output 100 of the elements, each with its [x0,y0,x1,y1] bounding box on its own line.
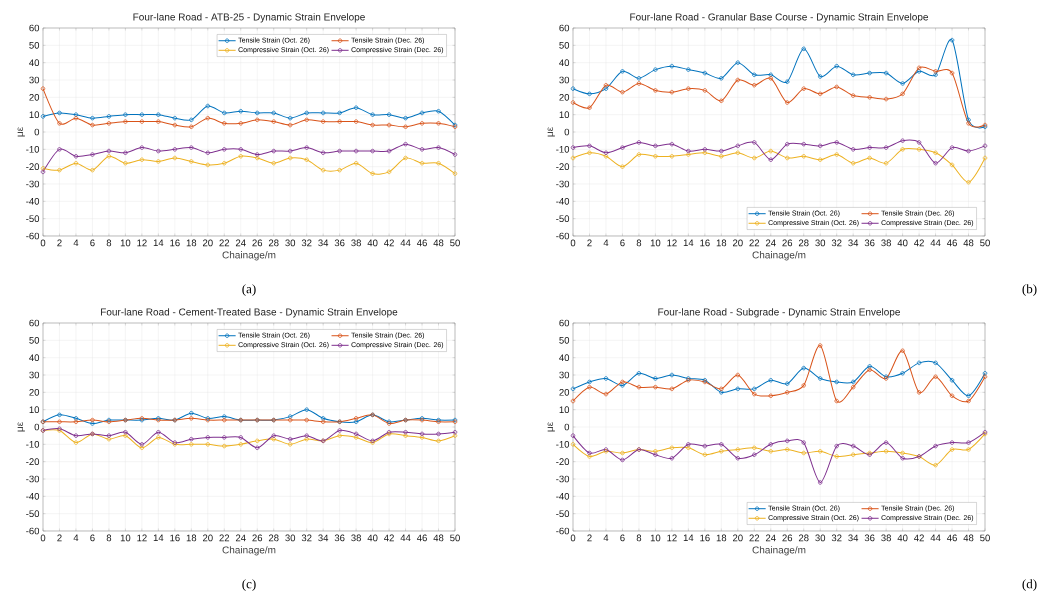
y-tick-label: -40 [26,492,40,500]
x-tick-label: 10 [650,239,661,247]
point [222,161,227,166]
x-tick-label: 36 [334,239,345,247]
x-tick-label: 44 [400,534,411,542]
x-tick-label: 32 [831,534,842,542]
point [850,452,856,457]
x-tick-label: 12 [667,239,677,247]
point [370,171,375,176]
x-tick-label: 30 [815,534,826,542]
point [288,148,293,154]
point [620,164,625,169]
x-tick-label: 42 [914,239,924,247]
x-tick-label: 6 [620,534,625,542]
point [222,414,227,419]
x-tick-label: 4 [73,239,79,247]
point [370,112,375,117]
point [933,360,938,366]
point [834,152,839,157]
point [403,141,408,147]
x-tick-label: 44 [930,239,941,247]
point [719,386,724,392]
point [883,449,889,454]
text: (a) [242,284,256,296]
point [587,105,592,110]
point [205,442,210,447]
y-tick-label: -40 [26,197,40,205]
x-tick-label: 16 [170,239,180,247]
point [867,367,872,373]
x-tick-label: 44 [930,534,941,542]
point [603,154,609,159]
point [669,386,675,392]
x-tick-label: 50 [450,239,460,247]
y-tick-label: 40 [29,59,40,67]
point [106,121,112,126]
point [189,436,194,442]
point [883,440,889,445]
point [271,436,276,442]
point [238,121,243,126]
point [801,141,806,147]
x-tick-label: 18 [186,534,197,542]
point [123,161,128,166]
text: (d) [1022,579,1037,591]
point [620,89,625,95]
x-tick-label: 12 [137,534,147,542]
point [850,93,856,98]
point [436,121,441,126]
point [801,46,806,51]
point [419,431,425,437]
point [686,67,691,72]
point [653,154,658,159]
y-tick-label: 50 [29,41,40,49]
x-tick-label: 22 [219,534,230,542]
x-tick-label: 36 [864,239,875,247]
point [436,145,441,150]
x-tick-label: 30 [285,239,296,247]
y-tick-label: 30 [559,76,570,84]
point [222,110,227,116]
x-tick-label: 4 [73,534,79,542]
point [752,72,757,77]
x-tick-label: 38 [351,239,361,247]
point [337,119,342,124]
point [801,154,806,159]
point [172,147,178,152]
point [834,379,839,385]
point [785,79,790,84]
point [304,436,309,442]
point [587,91,592,97]
point [735,60,741,65]
x-tick-label: 48 [963,534,974,542]
point [189,410,194,416]
x-tick-label: 24 [765,534,776,542]
point [669,456,675,461]
point [966,398,971,404]
y-tick-label: 20 [29,388,40,396]
point [603,391,609,397]
point [702,88,708,93]
y-tick-label: -10 [556,440,570,448]
point [222,121,227,126]
x-tick-label: 38 [881,534,892,542]
x-tick-label: 28 [798,534,809,542]
x-tick-label: 50 [980,534,990,542]
x-tick-label: 48 [963,239,974,247]
y-tick-label: -50 [556,215,570,223]
y-tick-label: -60 [26,232,40,240]
point [966,148,971,154]
point [834,84,839,90]
point [949,440,955,445]
x-axis-title: Chainage/m [752,546,806,556]
point [801,440,806,445]
point [304,145,309,150]
point [900,81,905,86]
point [156,430,161,435]
x-tick-label: 38 [351,534,361,542]
x-axis-title: Chainage/m [222,251,276,261]
x-tick-label: 20 [733,239,743,247]
point [883,161,889,166]
point [867,145,872,150]
point [353,431,359,437]
y-tick-label: 40 [559,59,570,67]
